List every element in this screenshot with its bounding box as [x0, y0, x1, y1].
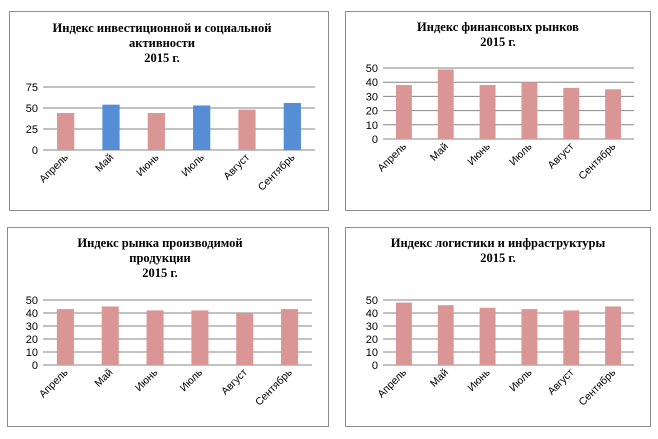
y-tick-label: 20 [366, 334, 378, 346]
bar-Август [563, 87, 580, 139]
category-label: Июнь [465, 140, 493, 168]
category-label: Июнь [133, 366, 161, 394]
bar-Июнь [146, 310, 164, 365]
category-label: Апрель [375, 140, 409, 174]
bar-Апрель [57, 113, 75, 150]
bar-Апрель [395, 85, 412, 139]
category-label: Май [92, 367, 115, 390]
bar-Август [238, 109, 256, 150]
y-tick-label: 0 [32, 145, 38, 157]
category-label: Сентябрь [256, 151, 298, 193]
y-tick-label: 10 [26, 347, 38, 359]
chart-title-line: Индекс рынка производимой [77, 236, 242, 250]
bar-Июль [193, 105, 211, 150]
bar-Август [236, 313, 254, 365]
bar-Июль [521, 309, 538, 365]
category-label: Сентябрь [253, 366, 295, 408]
y-tick-label: 50 [366, 63, 378, 75]
y-tick-label: 20 [366, 106, 378, 118]
y-tick-label: 50 [366, 295, 378, 307]
category-label: Июль [507, 366, 535, 394]
y-tick-label: 20 [26, 334, 38, 346]
chart-panel-production: Индекс рынка производимой продукции 2015 г… [7, 227, 329, 427]
chart-title-line: Индекс инвестиционной и социальной [53, 21, 272, 35]
bar-Май [437, 69, 454, 139]
bar-Июнь [479, 307, 496, 365]
y-tick-label: 30 [366, 91, 378, 103]
y-tick-label: 25 [26, 124, 38, 136]
chart-title-line: Индекс финансовых рынков [417, 20, 579, 34]
chart-title-line: 2015 г. [480, 251, 516, 265]
chart-title-line: 2015 г. [142, 266, 178, 280]
y-tick-label: 40 [366, 308, 378, 320]
bar-Август [563, 310, 580, 365]
category-label: Апрель [37, 366, 71, 400]
bar-Июль [191, 310, 209, 365]
category-label: Май [428, 141, 451, 164]
bar-Сентябрь [605, 306, 622, 365]
bar-Июнь [479, 85, 496, 139]
category-label: Май [93, 152, 116, 175]
category-label: Сентябрь [576, 140, 618, 182]
category-label: Апрель [37, 151, 71, 185]
bar-Май [437, 305, 454, 365]
chart-title-line: активности [129, 36, 195, 50]
y-tick-label: 0 [372, 360, 378, 372]
bar-Сентябрь [283, 102, 301, 150]
y-tick-label: 30 [366, 321, 378, 333]
y-tick-label: 50 [26, 295, 38, 307]
chart-title-line: 2015 г. [144, 51, 180, 65]
bar-Май [102, 104, 120, 150]
chart-panel-financial: Индекс финансовых рынков 2015 г. 0 10 20 30 40… [345, 11, 651, 211]
chart-title-line: 2015 г. [480, 35, 516, 49]
bar-Сентябрь [605, 89, 622, 139]
y-tick-label: 40 [366, 77, 378, 89]
bar-Апрель [395, 302, 412, 365]
bar-Апрель [56, 309, 74, 365]
y-tick-label: 50 [26, 103, 38, 115]
category-label: Июль [507, 140, 535, 168]
category-label: Май [428, 367, 451, 390]
y-tick-label: 40 [26, 308, 38, 320]
category-label: Июнь [134, 151, 162, 179]
y-tick-label: 75 [26, 82, 38, 94]
category-label: Апрель [375, 366, 409, 400]
category-label: Сентябрь [576, 366, 618, 408]
chart-title-line: продукции [129, 251, 190, 265]
bar-Июнь [147, 113, 165, 150]
chart-investment: Индекс инвестиционной и социальнойактивн… [26, 21, 315, 193]
category-label: Июль [178, 366, 206, 394]
category-label: Июль [179, 151, 207, 179]
y-tick-label: 30 [26, 321, 38, 333]
category-label: Август [546, 141, 577, 172]
y-tick-label: 0 [32, 360, 38, 372]
y-tick-label: 10 [366, 347, 378, 359]
category-label: Июнь [465, 366, 493, 394]
bar-Май [101, 306, 119, 365]
chart-panel-logistics: Индекс логистики и инфраструктуры 2015 г.… [345, 227, 651, 427]
category-label: Август [219, 367, 250, 398]
category-label: Август [546, 367, 577, 398]
bar-Сентябрь [281, 309, 299, 365]
chart-title-line: Индекс логистики и инфраструктуры [391, 236, 606, 250]
chart-panel-investment: Индекс инвестиционной и социальной активн… [9, 11, 329, 211]
bar-Июль [521, 82, 538, 139]
y-tick-label: 0 [372, 134, 378, 146]
y-tick-label: 10 [366, 120, 378, 132]
category-label: Август [221, 152, 252, 183]
